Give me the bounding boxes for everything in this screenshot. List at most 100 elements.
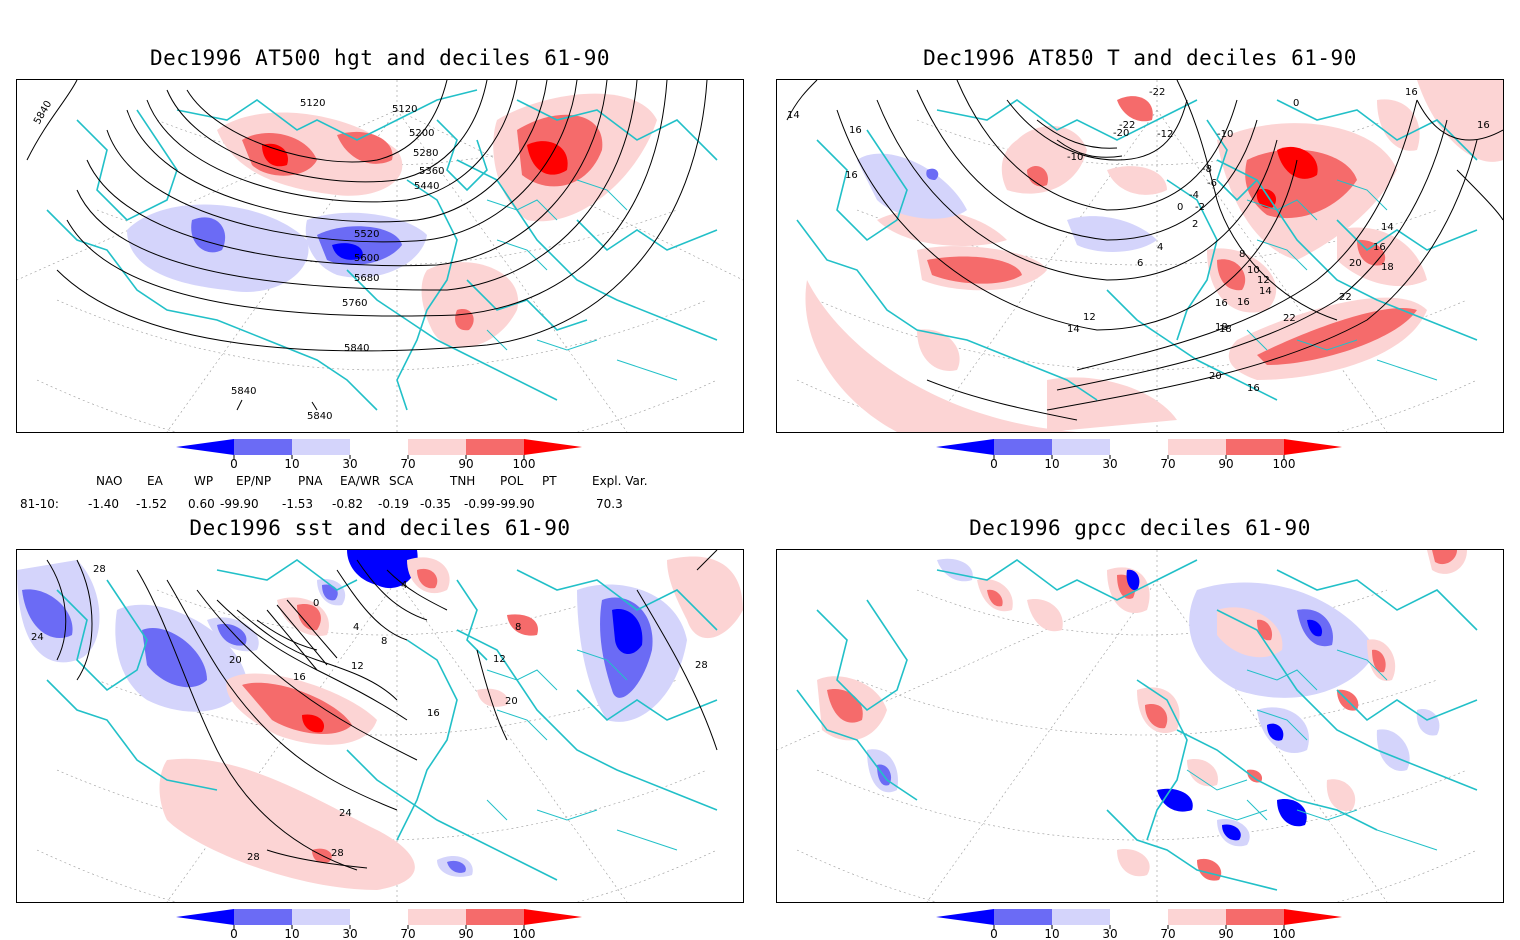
colorbar-label: 100 xyxy=(513,457,536,469)
index-value: -0.82 xyxy=(332,497,364,511)
contour-label: 5840 xyxy=(307,411,332,422)
contour-label: 6 xyxy=(1137,258,1143,269)
contour-label: 16 xyxy=(427,708,440,719)
colorbar-label: 0 xyxy=(230,927,238,939)
contour-label: 24 xyxy=(31,632,44,643)
contour-label: 24 xyxy=(339,808,352,819)
contour-label: 0 xyxy=(1293,98,1299,109)
contour-label: -2 xyxy=(1195,202,1205,213)
contour-label: 5200 xyxy=(409,128,434,139)
colorbar-top-left: 0 10 30 70 90 100 xyxy=(176,439,582,469)
contour-label: -8 xyxy=(1202,164,1212,175)
contour-label: 8 xyxy=(381,636,387,647)
indices-header-row: NAO EA WP EP/NP PNA EA/WR SCA TNH POL PT… xyxy=(0,474,760,490)
contour-label: 28 xyxy=(331,848,344,859)
index-value: 0.60 xyxy=(188,497,215,511)
map-sst[interactable]: 28 24 20 16 12 8 4 0 4 8 12 16 20 24 28 … xyxy=(16,549,744,903)
colorbar-label: 70 xyxy=(400,927,415,939)
contour-label: 18 xyxy=(1219,324,1232,335)
contour-label: 16 xyxy=(293,672,306,683)
map-at850-t[interactable]: 14 16 16 -22 -22 -20 -12 -10 -10 0 -8 -6… xyxy=(776,79,1504,433)
contour-label: 4 xyxy=(401,580,407,591)
index-header: EA xyxy=(147,474,163,488)
contour-label: -12 xyxy=(1157,129,1173,140)
contour-label: -22 xyxy=(1149,87,1165,98)
contour-label: 28 xyxy=(247,852,260,863)
contour-label: 20 xyxy=(1209,371,1222,382)
panel-title: Dec1996 sst and deciles 61-90 xyxy=(189,516,571,540)
colorbar-label: 10 xyxy=(1044,927,1059,939)
contour-label: 14 xyxy=(1259,286,1272,297)
colorbar-bottom-left: 0 10 30 70 90 100 xyxy=(176,909,582,939)
panel-sst: Dec1996 sst and deciles 61-90 xyxy=(0,470,760,940)
contour-label: -22 xyxy=(1119,120,1135,131)
panel-title: Dec1996 gpcc deciles 61-90 xyxy=(969,516,1311,540)
contour-label: 5600 xyxy=(354,253,379,264)
index-value: -0.19 xyxy=(378,497,410,511)
contour-label: 14 xyxy=(1381,222,1394,233)
contour-label: 5360 xyxy=(419,166,444,177)
contour-label: -4 xyxy=(1189,190,1199,201)
panel-at500-hgt: Dec1996 AT500 hgt and deciles 61-90 xyxy=(0,0,760,470)
contour-label: 5280 xyxy=(413,148,438,159)
index-value: -1.53 xyxy=(282,497,314,511)
colorbar-label: 10 xyxy=(1044,457,1059,469)
contour-label: 18 xyxy=(1215,322,1228,333)
index-value: -99.90 xyxy=(496,497,535,511)
index-value: -0.99 xyxy=(464,497,496,511)
colorbar-label: 90 xyxy=(1218,927,1233,939)
contour-label: 4 xyxy=(353,622,359,633)
contour-label: 16 xyxy=(1215,298,1228,309)
colorbar-label: 30 xyxy=(342,457,357,469)
index-value: -1.40 xyxy=(88,497,120,511)
contour-label: 16 xyxy=(1373,242,1386,253)
colorbar-label: 30 xyxy=(1102,457,1117,469)
colorbar-label: 70 xyxy=(1160,457,1175,469)
index-header: POL xyxy=(500,474,524,488)
contour-label: 28 xyxy=(695,660,708,671)
index-header: PT xyxy=(542,474,557,488)
map-gpcc[interactable] xyxy=(776,549,1504,903)
contour-label: 0 xyxy=(313,598,319,609)
panel-at850-t: Dec1996 AT850 T and deciles 61-90 xyxy=(760,0,1520,470)
contour-label: 5840 xyxy=(32,99,54,127)
contour-label: 20 xyxy=(1349,258,1362,269)
contour-label: 5120 xyxy=(300,98,325,109)
contour-label: 22 xyxy=(1339,292,1352,303)
contour-label: 12 xyxy=(351,661,364,672)
index-header: WP xyxy=(194,474,214,488)
contour-label: 22 xyxy=(1283,313,1296,324)
colorbar-label: 90 xyxy=(458,457,473,469)
contour-label: 16 xyxy=(1247,383,1260,394)
index-header: NAO xyxy=(96,474,123,488)
colorbar-label: 0 xyxy=(990,457,998,469)
colorbar-bottom-right: 0 10 30 70 90 100 xyxy=(936,909,1342,939)
contour-label: 5520 xyxy=(354,229,379,240)
contour-label: 16 xyxy=(845,170,858,181)
index-header: PNA xyxy=(298,474,323,488)
contour-label: -20 xyxy=(1113,128,1129,139)
index-header: EP/NP xyxy=(236,474,272,488)
indices-value-row: 81-10: -1.40 -1.52 0.60 -99.90 -1.53 -0.… xyxy=(0,497,760,513)
index-row-label: 81-10: xyxy=(20,497,59,511)
contour-label: 20 xyxy=(229,655,242,666)
contour-label: 16 xyxy=(1237,297,1250,308)
contour-label: 18 xyxy=(1381,262,1394,273)
contour-label: 12 xyxy=(1257,275,1270,286)
contour-label: 10 xyxy=(1247,265,1260,276)
colorbar-label: 100 xyxy=(1273,457,1296,469)
colorbar-label: 0 xyxy=(990,927,998,939)
contour-label: 5840 xyxy=(344,343,369,354)
colorbar-label: 30 xyxy=(1102,927,1117,939)
contour-label: 0 xyxy=(1177,202,1183,213)
map-at500-hgt[interactable]: 5840 5120 5120 5200 5280 5360 5440 5520 … xyxy=(16,79,744,433)
colorbar-label: 10 xyxy=(284,927,299,939)
colorbar-label: 100 xyxy=(1273,927,1296,939)
contour-label: 28 xyxy=(93,564,106,575)
contour-label: -6 xyxy=(1207,178,1217,189)
contour-label: 5680 xyxy=(354,273,379,284)
index-header: Expl. Var. xyxy=(592,474,648,488)
contour-label: 5760 xyxy=(342,298,367,309)
contour-label: 4 xyxy=(1157,242,1163,253)
index-value: 70.3 xyxy=(596,497,623,511)
